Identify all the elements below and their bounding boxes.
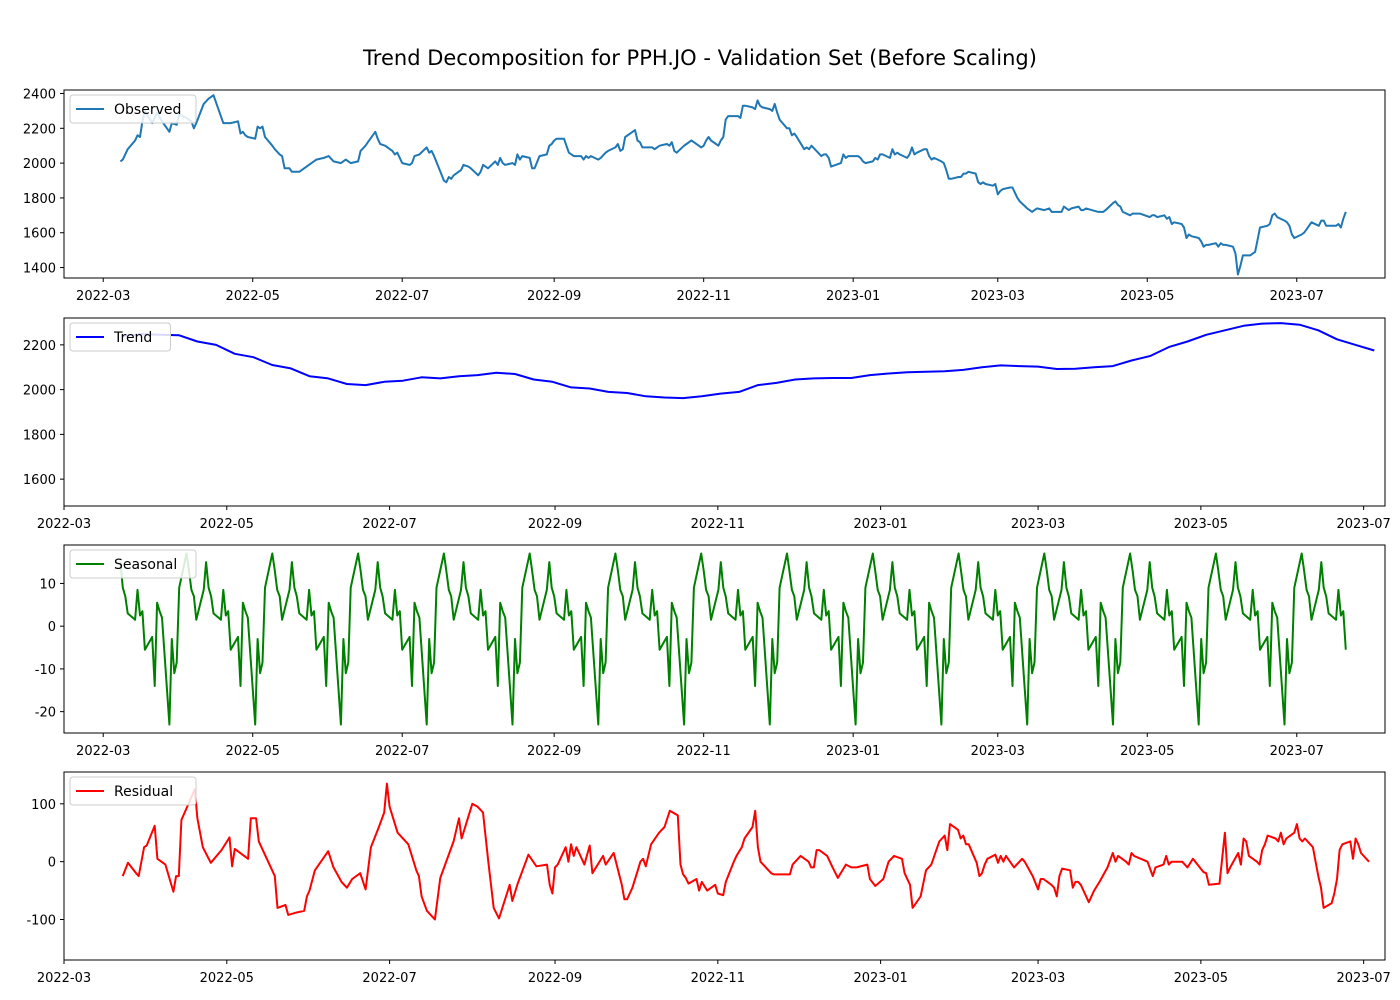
trend-ytick-label: 2200: [23, 339, 56, 354]
seasonal-legend: Seasonal: [69, 549, 197, 579]
observed-xtick-label: 2023-01: [826, 289, 880, 304]
seasonal-xtick-label: 2023-05: [1120, 744, 1174, 759]
seasonal-legend-label: Seasonal: [114, 557, 177, 573]
observed-panel: 1400 1600 1800 2000 2200 2400 2022-03 2022-05 20…: [23, 87, 1386, 304]
seasonal-xtick-label: 2022-07: [375, 744, 429, 759]
residual-legend-label: Residual: [114, 784, 173, 800]
seasonal-panel: -20 -10 0 10 2022-03 2022-05 2022-07 2022-09 202…: [35, 544, 1386, 759]
residual-ytick-label: 100: [31, 798, 56, 813]
residual-xtick-label: 2023-07: [1336, 971, 1390, 986]
seasonal-axes-frame: [63, 544, 1386, 734]
seasonal-xtick-label: 2022-03: [76, 744, 130, 759]
trend-ytick-label: 2000: [23, 384, 56, 399]
observed-ytick-label: 2400: [23, 87, 56, 102]
residual-xtick-label: 2022-11: [691, 971, 745, 986]
observed-ytick-label: 1600: [23, 227, 56, 242]
observed-xtick-label: 2023-05: [1120, 289, 1174, 304]
observed-legend-label: Observed: [114, 102, 181, 118]
residual-legend-box: [69, 776, 197, 806]
trend-legend: Trend: [69, 322, 171, 352]
seasonal-ytick-label: -10: [35, 663, 56, 678]
residual-xtick-label: 2023-01: [853, 971, 907, 986]
residual-series-line: [121, 782, 1370, 921]
trend-ytick-label: 1600: [23, 473, 56, 488]
residual-xtick-label: 2023-03: [1011, 971, 1065, 986]
seasonal-xtick-label: 2023-07: [1270, 744, 1324, 759]
seasonal-xtick-label: 2023-01: [826, 744, 880, 759]
trend-xtick-label: 2023-03: [1011, 517, 1065, 532]
trend-xtick-label: 2023-01: [853, 517, 907, 532]
trend-xtick-label: 2023-07: [1336, 517, 1390, 532]
observed-xtick-label: 2022-05: [226, 289, 280, 304]
observed-xtick-label: 2022-03: [76, 289, 130, 304]
trend-xtick-label: 2022-11: [691, 517, 745, 532]
observed-series-line: [119, 94, 1347, 276]
observed-xtick-label: 2023-03: [971, 289, 1025, 304]
observed-ytick-label: 1800: [23, 192, 56, 207]
observed-ytick-label: 2200: [23, 122, 56, 137]
seasonal-series-line: [119, 552, 1347, 726]
residual-ytick-label: -100: [26, 914, 56, 929]
trend-xtick-label: 2022-03: [37, 517, 91, 532]
seasonal-ytick-label: 0: [48, 620, 56, 635]
observed-xtick-label: 2022-11: [677, 289, 731, 304]
trend-series-line: [122, 322, 1375, 400]
trend-axes-frame: [63, 317, 1386, 507]
trend-xtick-label: 2023-05: [1174, 517, 1228, 532]
seasonal-xtick-label: 2022-09: [527, 744, 581, 759]
trend-xtick-label: 2022-09: [528, 517, 582, 532]
observed-ytick-label: 1400: [23, 262, 56, 277]
observed-axes-frame: [63, 89, 1386, 279]
residual-axes-frame: [63, 771, 1386, 961]
seasonal-ytick-label: -20: [35, 706, 56, 721]
residual-panel: -100 0 100 2022-03 2022-05 2022-07 2022-09 2022…: [26, 771, 1391, 986]
observed-ytick-label: 2000: [23, 157, 56, 172]
trend-xtick-label: 2022-07: [362, 517, 416, 532]
residual-legend: Residual: [69, 776, 197, 806]
trend-panel: 1600 1800 2000 2200 2022-03 2022-05 2022-07 202…: [23, 317, 1391, 532]
trend-xtick-label: 2022-05: [200, 517, 254, 532]
figure-title: Trend Decomposition for PPH.JO - Validat…: [362, 46, 1037, 70]
trend-ytick-label: 1800: [23, 428, 56, 443]
observed-legend-box: [69, 94, 197, 124]
observed-xtick-label: 2023-07: [1270, 289, 1324, 304]
seasonal-xtick-label: 2022-05: [226, 744, 280, 759]
residual-xtick-label: 2022-07: [362, 971, 416, 986]
residual-xtick-label: 2022-05: [200, 971, 254, 986]
observed-xtick-label: 2022-09: [527, 289, 581, 304]
trend-legend-label: Trend: [113, 330, 152, 346]
residual-xtick-label: 2022-09: [528, 971, 582, 986]
residual-xtick-label: 2023-05: [1174, 971, 1228, 986]
seasonal-xtick-label: 2023-03: [971, 744, 1025, 759]
seasonal-ytick-label: 10: [39, 577, 56, 592]
trend-legend-box: [69, 322, 171, 352]
seasonal-legend-box: [69, 549, 197, 579]
residual-ytick-label: 0: [48, 856, 56, 871]
seasonal-xtick-label: 2022-11: [677, 744, 731, 759]
residual-xtick-label: 2022-03: [37, 971, 91, 986]
observed-xtick-label: 2022-07: [375, 289, 429, 304]
observed-legend: Observed: [69, 94, 197, 124]
